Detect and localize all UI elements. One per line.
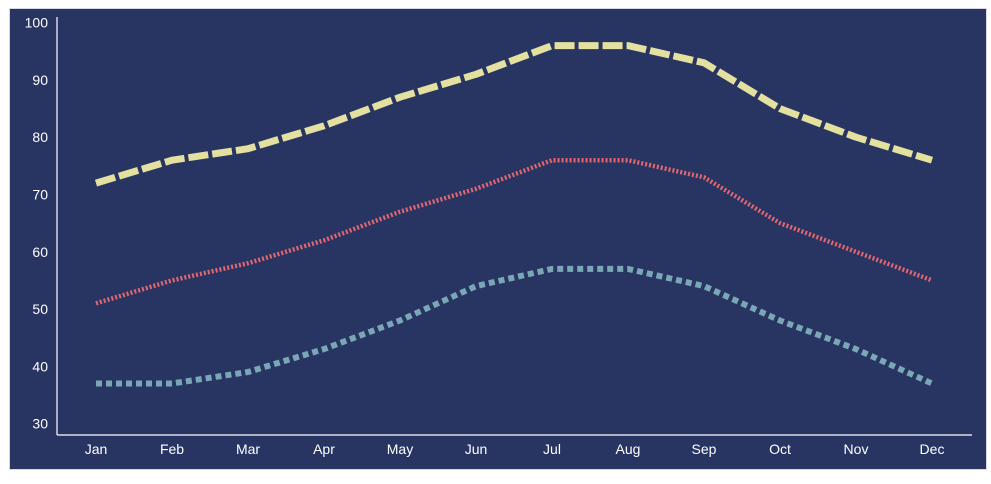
x-axis: Jan Feb Mar Apr May Jun Jul Aug Sep Oct Nov Dec [57,434,972,457]
x-tick-label: Dec [920,441,945,457]
y-tick-label: 60 [32,244,48,260]
x-tick-label: Feb [160,441,184,457]
series-line-3 [96,265,934,387]
y-tick-label: 30 [32,416,48,432]
series-line-1 [94,42,934,187]
series-layer [94,42,934,387]
y-tick-label: 80 [32,129,48,145]
y-tick-label: 100 [25,15,49,31]
x-tick-label: Jun [465,441,488,457]
y-axis: 30 40 50 60 70 80 90 100 [25,15,58,435]
x-tick-label: Mar [236,441,260,457]
y-tick-label: 50 [32,301,48,317]
y-tick-label: 70 [32,187,48,203]
y-tick-label: 40 [32,358,48,374]
chart-frame: 30 40 50 60 70 80 90 100 Jan Feb Mar Apr May Jun Jul A… [9,8,987,470]
x-tick-label: Sep [692,441,717,457]
x-tick-label: Aug [616,441,641,457]
y-tick-label: 90 [32,72,48,88]
line-chart: 30 40 50 60 70 80 90 100 Jan Feb Mar Apr May Jun Jul A… [25,15,972,457]
x-tick-label: May [387,441,413,457]
series-line-2 [95,157,933,306]
x-tick-label: Apr [313,441,335,457]
x-tick-label: Jan [85,441,108,457]
x-tick-label: Nov [844,441,869,457]
x-tick-label: Oct [769,441,791,457]
x-tick-label: Jul [543,441,561,457]
